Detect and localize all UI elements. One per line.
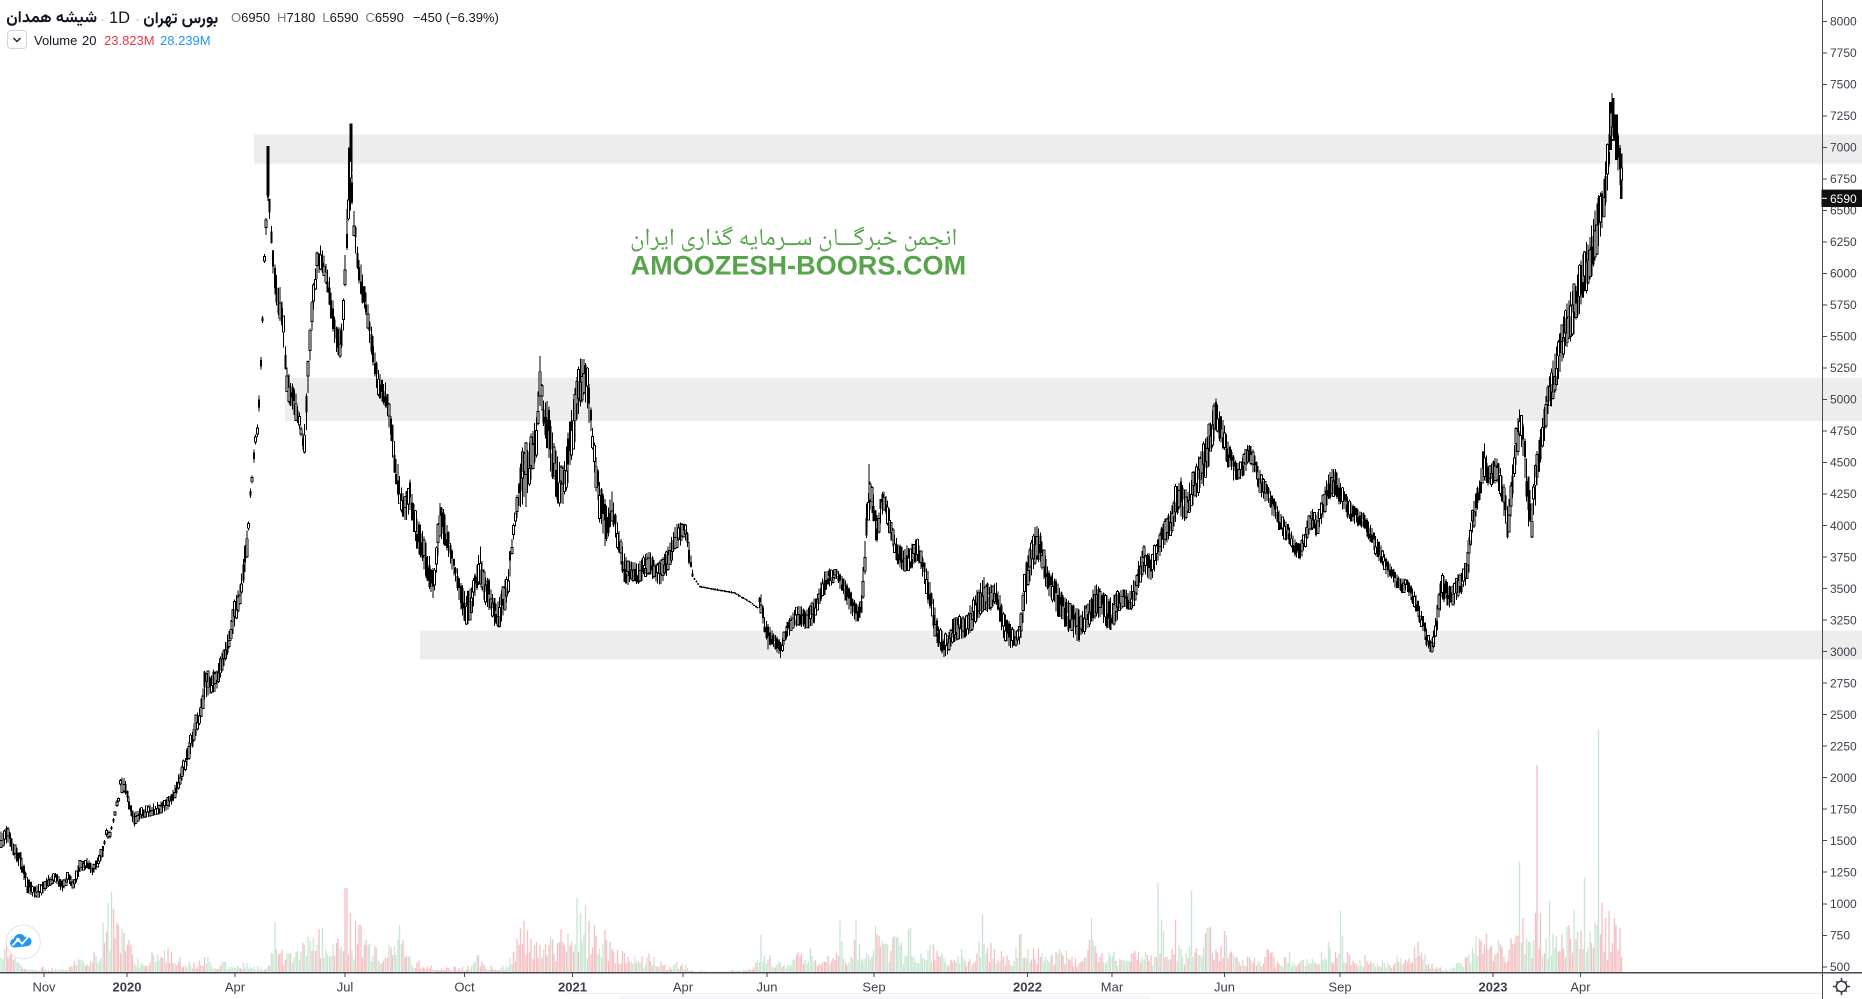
svg-text:6000: 6000 (1830, 267, 1857, 281)
svg-text:7500: 7500 (1830, 78, 1857, 92)
svg-text:1500: 1500 (1830, 834, 1857, 848)
svg-text:2022: 2022 (1013, 980, 1042, 995)
svg-text:5500: 5500 (1830, 330, 1857, 344)
svg-text:Jul: Jul (337, 980, 354, 995)
svg-text:Apr: Apr (225, 980, 246, 995)
svg-text:3500: 3500 (1830, 582, 1857, 596)
svg-text:6750: 6750 (1830, 172, 1857, 186)
svg-text:2500: 2500 (1830, 708, 1857, 722)
svg-text:2021: 2021 (558, 980, 587, 995)
svg-text:Jun: Jun (757, 980, 778, 995)
svg-text:7000: 7000 (1830, 141, 1857, 155)
svg-text:8000: 8000 (1830, 15, 1857, 29)
svg-text:7250: 7250 (1830, 109, 1857, 123)
svg-text:1750: 1750 (1830, 802, 1857, 816)
svg-text:Jun: Jun (1214, 980, 1235, 995)
svg-text:7750: 7750 (1830, 46, 1857, 60)
svg-text:750: 750 (1830, 929, 1850, 943)
svg-text:3000: 3000 (1830, 645, 1857, 659)
svg-text:Nov: Nov (32, 980, 56, 995)
svg-text:Sep: Sep (862, 980, 885, 995)
svg-text:Apr: Apr (1570, 980, 1591, 995)
svg-text:5250: 5250 (1830, 361, 1857, 375)
svg-text:4250: 4250 (1830, 487, 1857, 501)
svg-text:1250: 1250 (1830, 865, 1857, 879)
svg-text:2023: 2023 (1479, 980, 1508, 995)
svg-text:5000: 5000 (1830, 393, 1857, 407)
svg-text:1000: 1000 (1830, 897, 1857, 911)
svg-text:6590: 6590 (1830, 192, 1857, 206)
svg-text:4750: 4750 (1830, 424, 1857, 438)
svg-text:5750: 5750 (1830, 298, 1857, 312)
svg-text:2020: 2020 (113, 980, 142, 995)
svg-text:2250: 2250 (1830, 739, 1857, 753)
svg-text:4000: 4000 (1830, 519, 1857, 533)
svg-text:2750: 2750 (1830, 676, 1857, 690)
svg-text:Sep: Sep (1328, 980, 1351, 995)
svg-text:2000: 2000 (1830, 771, 1857, 785)
svg-text:3250: 3250 (1830, 613, 1857, 627)
svg-text:Mar: Mar (1101, 980, 1124, 995)
svg-text:3750: 3750 (1830, 550, 1857, 564)
svg-text:6500: 6500 (1830, 204, 1857, 218)
svg-text:6250: 6250 (1830, 235, 1857, 249)
svg-text:4500: 4500 (1830, 456, 1857, 470)
svg-text:Apr: Apr (673, 980, 694, 995)
svg-text:AMOOZESH-BOORS.COM: AMOOZESH-BOORS.COM (631, 249, 967, 280)
svg-text:Oct: Oct (454, 980, 475, 995)
svg-text:500: 500 (1830, 960, 1850, 974)
